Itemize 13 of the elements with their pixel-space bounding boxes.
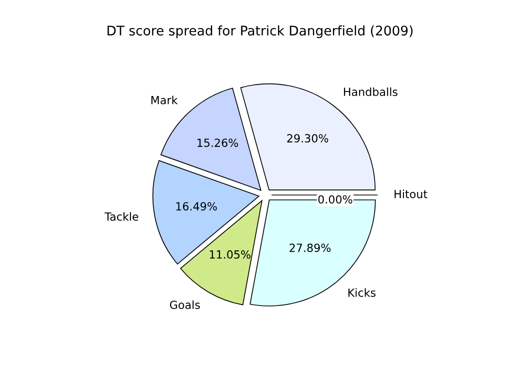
slice-label: Mark xyxy=(151,96,178,104)
text: 0.00% xyxy=(318,195,352,204)
slice-label: Handballs xyxy=(344,87,398,96)
slice-label: Tackle xyxy=(104,212,138,221)
category-label: Hitout xyxy=(394,190,428,198)
slice-label: Goals xyxy=(170,300,200,310)
data-label: 27.89% xyxy=(290,244,331,252)
data-label: 11.05% xyxy=(210,250,250,259)
data-label: 29.30% xyxy=(287,134,328,142)
slice-label: Kicks xyxy=(348,288,376,297)
data-label: 16.49% xyxy=(176,202,217,211)
data-label: 15.26% xyxy=(198,138,238,147)
chart-title: DT score spread for Patrick Dangerfield (2009) xyxy=(108,25,413,38)
